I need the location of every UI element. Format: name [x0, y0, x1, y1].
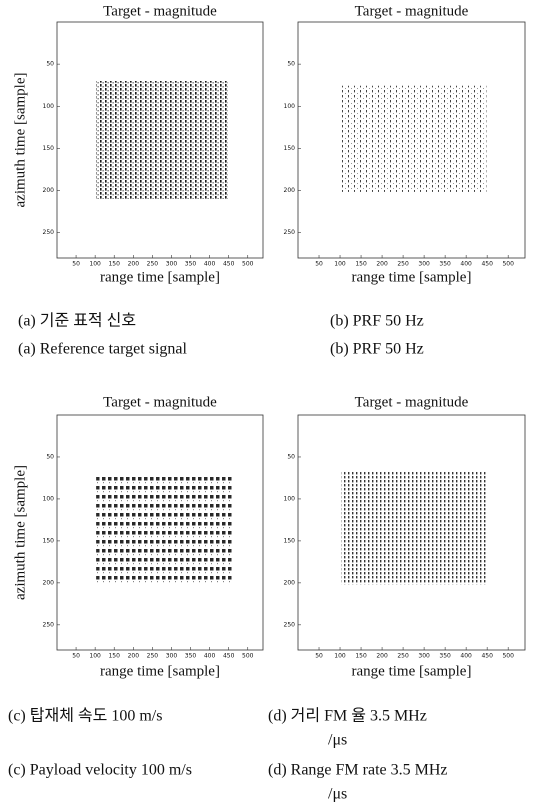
x-tick-label: 100: [89, 653, 101, 660]
y-tick-label: 250: [284, 621, 296, 628]
x-tick-label: 150: [355, 261, 367, 268]
x-tick-label: 400: [204, 261, 216, 268]
x-tick-label: 150: [355, 653, 367, 660]
x-tick-label: 400: [204, 653, 216, 660]
y-tick-label: 250: [43, 229, 55, 236]
caption-korean: (c) 탑재체 속도 100 m/s: [8, 707, 162, 725]
panel-title: Target - magnitude: [355, 394, 469, 410]
x-tick-label: 300: [418, 261, 430, 268]
sar-image: [96, 81, 228, 199]
panel-title: Target - magnitude: [355, 3, 469, 19]
x-tick-label: 500: [242, 261, 254, 268]
y-axis-label: azimuth time [sample]: [12, 465, 28, 600]
x-tick-label: 450: [481, 653, 493, 660]
panel-title: Target - magnitude: [103, 3, 217, 19]
x-axis-label: range time [sample]: [352, 663, 472, 679]
x-tick-label: 300: [166, 261, 178, 268]
x-tick-label: 50: [72, 261, 80, 268]
y-tick-label: 100: [43, 103, 55, 110]
y-tick-label: 200: [43, 187, 55, 194]
x-tick-label: 400: [460, 653, 472, 660]
caption-korean: /μs: [328, 732, 347, 749]
y-tick-label: 150: [43, 145, 55, 152]
x-tick-label: 100: [89, 261, 101, 268]
x-tick-label: 200: [128, 261, 140, 268]
caption-english: (b) PRF 50 Hz: [330, 341, 424, 358]
y-tick-label: 200: [284, 579, 296, 586]
x-axis-label: range time [sample]: [100, 663, 220, 679]
y-tick-label: 100: [284, 495, 296, 502]
y-tick-label: 50: [287, 453, 295, 460]
x-tick-label: 350: [185, 261, 197, 268]
y-tick-label: 200: [284, 187, 296, 194]
y-tick-label: 100: [43, 495, 55, 502]
x-tick-label: 500: [502, 261, 514, 268]
y-axis-label: azimuth time [sample]: [12, 73, 28, 208]
sar-image: [341, 85, 487, 192]
x-tick-label: 100: [334, 653, 346, 660]
sar-image: [341, 471, 487, 585]
y-tick-label: 50: [287, 61, 295, 68]
caption-english: (d) Range FM rate 3.5 MHz: [268, 762, 448, 779]
x-tick-label: 300: [166, 653, 178, 660]
x-tick-label: 500: [242, 653, 254, 660]
caption-korean: (a) 기준 표적 신호: [18, 312, 136, 330]
x-tick-label: 200: [376, 261, 388, 268]
x-tick-label: 350: [439, 261, 451, 268]
sar-image: [96, 476, 233, 585]
x-tick-label: 300: [418, 653, 430, 660]
y-tick-label: 100: [284, 103, 296, 110]
x-tick-label: 100: [334, 261, 346, 268]
y-tick-label: 150: [284, 145, 296, 152]
panel-title: Target - magnitude: [103, 394, 217, 410]
x-tick-label: 200: [376, 653, 388, 660]
x-tick-label: 250: [147, 653, 159, 660]
caption-korean: (b) PRF 50 Hz: [330, 313, 424, 330]
caption-english: (c) Payload velocity 100 m/s: [8, 762, 192, 779]
x-tick-label: 250: [397, 653, 409, 660]
y-tick-label: 50: [46, 61, 54, 68]
x-tick-label: 400: [460, 261, 472, 268]
x-axis-label: range time [sample]: [352, 269, 472, 285]
caption-korean: (d) 거리 FM 율 3.5 MHz: [268, 707, 427, 725]
x-tick-label: 450: [223, 653, 235, 660]
x-tick-label: 200: [128, 653, 140, 660]
y-tick-label: 250: [43, 621, 55, 628]
y-tick-label: 150: [284, 537, 296, 544]
x-tick-label: 150: [108, 653, 120, 660]
x-tick-label: 250: [147, 261, 159, 268]
caption-english: (a) Reference target signal: [18, 341, 188, 358]
y-tick-label: 50: [46, 453, 54, 460]
x-axis-label: range time [sample]: [100, 269, 220, 285]
x-tick-label: 450: [481, 261, 493, 268]
x-tick-label: 450: [223, 261, 235, 268]
y-tick-label: 200: [43, 579, 55, 586]
x-tick-label: 350: [185, 653, 197, 660]
x-tick-label: 500: [502, 653, 514, 660]
caption-english: /μs: [328, 786, 347, 803]
y-tick-label: 250: [284, 229, 296, 236]
y-tick-label: 150: [43, 537, 55, 544]
x-tick-label: 50: [315, 261, 323, 268]
x-tick-label: 150: [108, 261, 120, 268]
x-tick-label: 50: [72, 653, 80, 660]
x-tick-label: 250: [397, 261, 409, 268]
x-tick-label: 50: [315, 653, 323, 660]
x-tick-label: 350: [439, 653, 451, 660]
